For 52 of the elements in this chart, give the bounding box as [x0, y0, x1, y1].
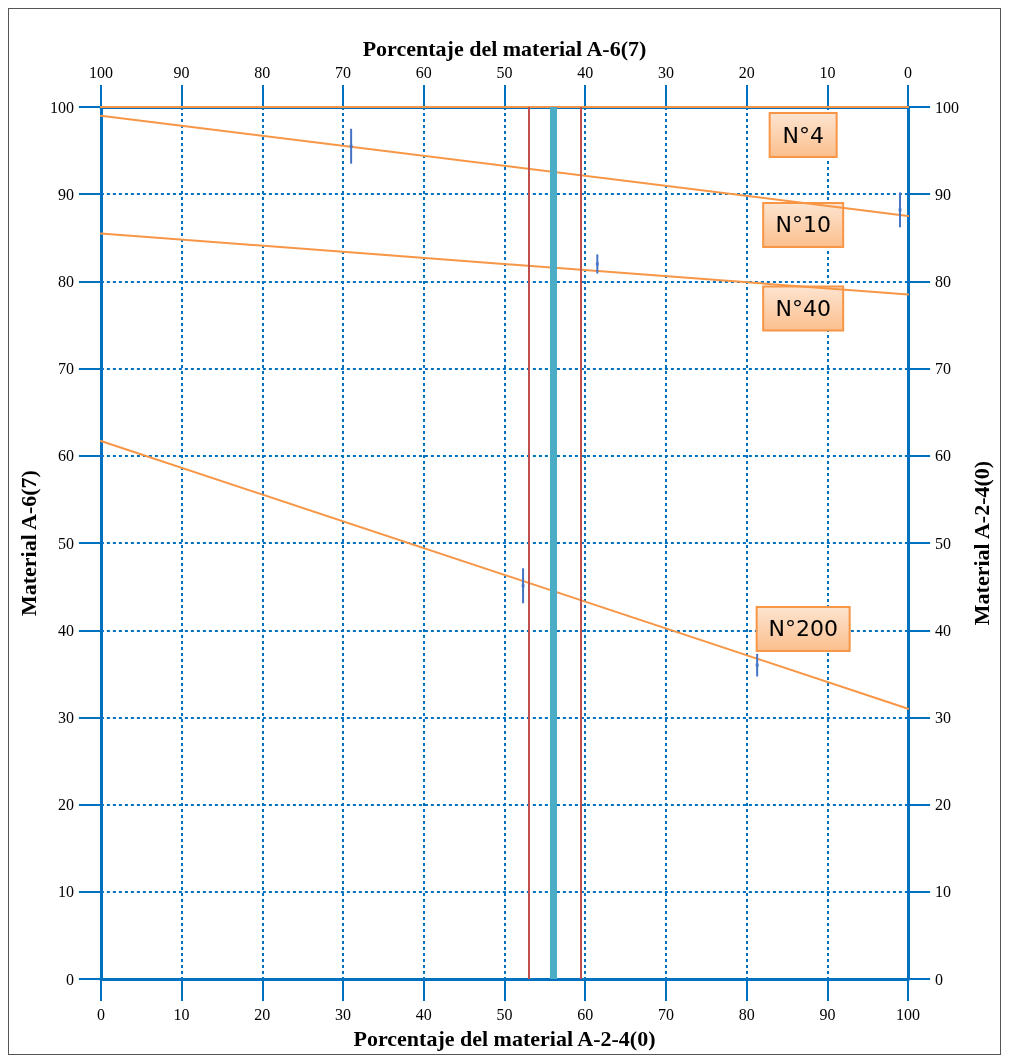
x-tick-label: 90: [819, 1005, 836, 1023]
x-tick-label: 0: [96, 1005, 105, 1023]
series-label: N°4: [782, 122, 824, 148]
y-tick-label: 40: [57, 621, 74, 639]
y-tick-label: 100: [49, 98, 74, 116]
x2-tick-label: 0: [904, 63, 913, 81]
y-tick-label: 50: [57, 534, 74, 552]
y-tick-label: 70: [57, 360, 74, 378]
x2-tick-label: 10: [819, 63, 836, 81]
x2-tick-label: 80: [254, 63, 271, 81]
y-tick-label: 0: [65, 970, 74, 988]
y-tick-label: 80: [57, 272, 74, 290]
y-tick-label: 10: [57, 883, 74, 901]
y2-axis-title: Material A-2-4(0): [968, 460, 994, 626]
y-tick-label: 30: [57, 708, 74, 726]
x2-tick-label: 20: [738, 63, 755, 81]
x2-tick-label: 30: [657, 63, 674, 81]
x2-tick-label: 50: [496, 63, 513, 81]
x-tick-label: 20: [254, 1005, 271, 1023]
y2-tick-label: 50: [935, 534, 952, 552]
y2-tick-label: 60: [935, 447, 952, 465]
x-tick-label: 10: [173, 1005, 190, 1023]
y2-tick-label: 70: [935, 360, 952, 378]
x2-tick-label: 60: [415, 63, 432, 81]
y2-tick-label: 20: [935, 796, 952, 814]
x-axis-title: Porcentaje del material A-2-4(0): [353, 1025, 656, 1051]
x-tick-label: 30: [335, 1005, 352, 1023]
x2-tick-label: 90: [173, 63, 190, 81]
y2-tick-label: 90: [935, 185, 952, 203]
x2-axis-title: Porcentaje del material A-6(7): [362, 35, 647, 61]
series-label: N°10: [775, 212, 831, 238]
x2-tick-label: 70: [335, 63, 352, 81]
y2-tick-label: 80: [935, 272, 952, 290]
y-tick-label: 60: [57, 447, 74, 465]
x2-tick-label: 40: [577, 63, 594, 81]
y2-tick-label: 0: [935, 970, 944, 988]
x-tick-label: 60: [577, 1005, 594, 1023]
y-tick-label: 90: [57, 185, 74, 203]
y-tick-label: 20: [57, 796, 74, 814]
x2-tick-label: 100: [88, 63, 113, 81]
y-axis-title: Material A-6(7): [15, 470, 41, 617]
x-tick-label: 100: [896, 1005, 921, 1023]
x-tick-label: 80: [738, 1005, 755, 1023]
x-tick-label: 70: [657, 1005, 674, 1023]
x-tick-label: 40: [415, 1005, 432, 1023]
series-label: N°200: [768, 616, 838, 642]
y2-tick-label: 10: [935, 883, 952, 901]
y2-tick-label: 30: [935, 708, 952, 726]
y2-tick-label: 100: [935, 98, 960, 116]
series-label: N°40: [775, 296, 831, 322]
x-tick-label: 50: [496, 1005, 513, 1023]
y2-tick-label: 40: [935, 621, 952, 639]
